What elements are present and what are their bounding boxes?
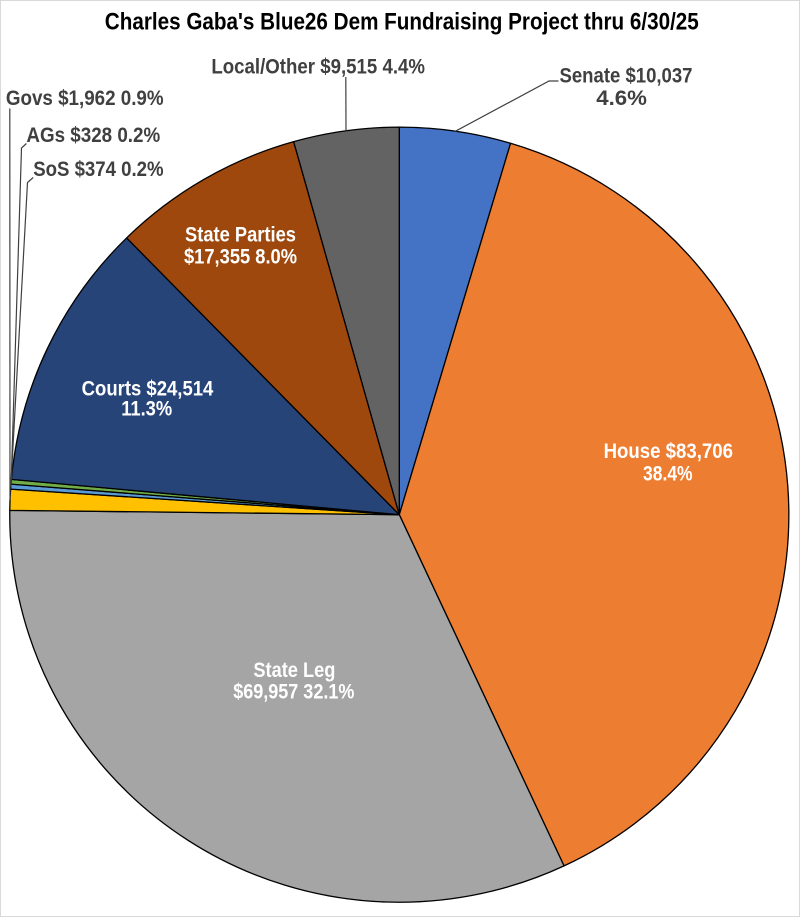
svg-text:$17,355 8.0%: $17,355 8.0%	[184, 246, 297, 269]
svg-text:4.6%: 4.6%	[596, 87, 647, 110]
svg-text:House $83,706: House $83,706	[604, 440, 733, 463]
svg-text:State Leg: State Leg	[253, 659, 335, 682]
svg-text:38.4%: 38.4%	[643, 462, 693, 485]
svg-text:State Parties: State Parties	[185, 224, 296, 247]
svg-text:Govs $1,962 0.9%: Govs $1,962 0.9%	[6, 87, 164, 110]
svg-text:Local/Other $9,515 4.4%: Local/Other $9,515 4.4%	[211, 56, 425, 79]
svg-text:$69,957 32.1%: $69,957 32.1%	[233, 680, 354, 703]
svg-text:Senate $10,037: Senate $10,037	[560, 65, 693, 88]
svg-text:AGs $328 0.2%: AGs $328 0.2%	[26, 124, 160, 147]
svg-text:Courts $24,514: Courts $24,514	[82, 377, 214, 400]
svg-text:Charles Gaba's Blue26 Dem Fund: Charles Gaba's Blue26 Dem Fundraising Pr…	[105, 9, 699, 36]
svg-text:11.3%: 11.3%	[121, 398, 172, 421]
svg-text:SoS $374 0.2%: SoS $374 0.2%	[33, 158, 164, 181]
